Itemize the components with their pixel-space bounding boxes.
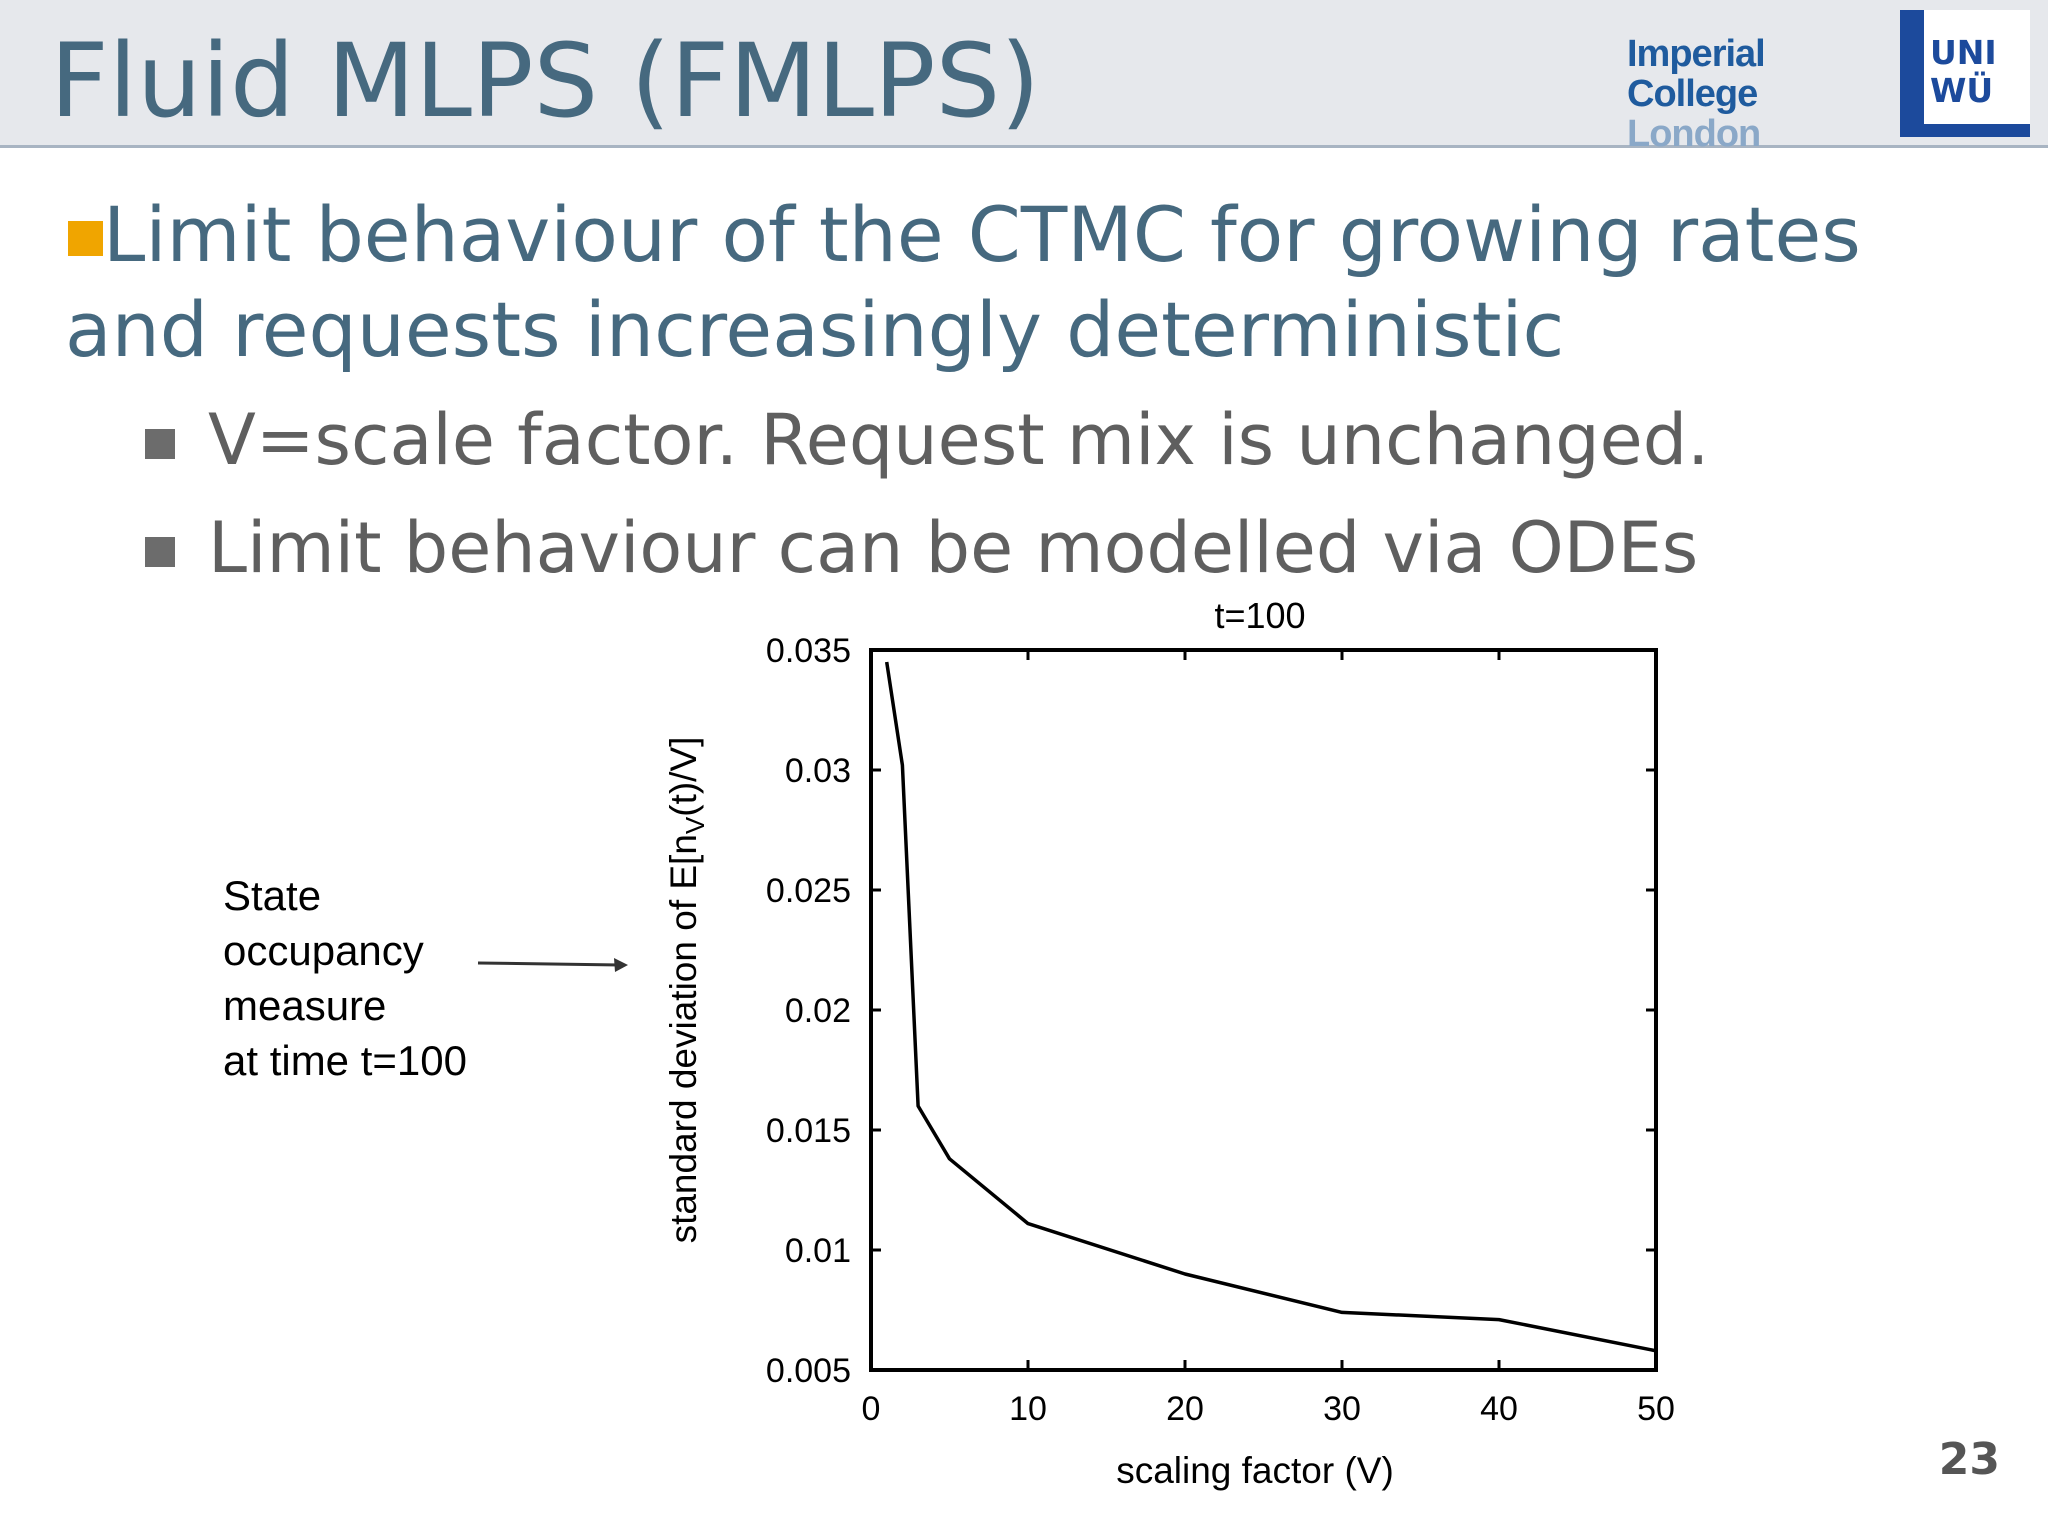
main-bullet-line1: Limit behaviour of the CTMC for growing … — [103, 190, 1861, 279]
page-number: 23 — [1938, 1434, 2000, 1485]
y-tick-label: 0.005 — [766, 1352, 851, 1390]
uni-wuerzburg-logo: UNI WÜ — [1900, 10, 2030, 137]
y-tick-label: 0.01 — [785, 1232, 851, 1270]
imperial-logo-line1: Imperial College — [1627, 33, 1766, 115]
imperial-logo-line2: London — [1627, 113, 1761, 155]
y-tick-label: 0.015 — [766, 1112, 851, 1150]
slide-title: Fluid MLPS (FMLPS) — [50, 22, 1041, 141]
sub-bullet-square-icon — [145, 429, 175, 459]
annotation-text: State occupancy measure at time t=100 — [223, 868, 523, 1088]
x-tick-label: 30 — [1323, 1390, 1361, 1428]
x-tick-label: 40 — [1480, 1390, 1518, 1428]
sub-bullet-2: Limit behaviour can be modelled via ODEs — [208, 507, 1699, 589]
y-axis-label-prefix: standard deviation of E[n — [663, 834, 704, 1243]
main-bullet-line2: and requests increasingly deterministic — [65, 285, 1565, 374]
x-tick-label: 20 — [1166, 1390, 1204, 1428]
y-tick-label: 0.025 — [766, 872, 851, 910]
y-tick-label: 0.035 — [766, 632, 851, 670]
series-line — [884, 661, 1657, 1353]
uni-logo-line1: UNI — [1930, 33, 1997, 72]
y-axis-label: standard deviation of E[nV(t)/V] — [663, 737, 710, 1244]
x-tick-label: 50 — [1637, 1390, 1675, 1428]
header-bar: Fluid MLPS (FMLPS) Imperial College Lond… — [0, 0, 2048, 154]
annotation-line: State — [223, 872, 322, 919]
bullet-square-icon — [68, 221, 103, 256]
x-tick-label: 0 — [862, 1390, 881, 1428]
sub-bullet-square-icon — [145, 537, 175, 567]
uni-logo-line2: WÜ — [1930, 71, 1994, 110]
x-axis-label: scaling factor (V) — [1116, 1450, 1394, 1491]
uni-logo-inner — [1924, 10, 2030, 124]
y-tick-label: 0.02 — [785, 992, 851, 1030]
sub-bullet-1: V=scale factor. Request mix is unchanged… — [208, 399, 1710, 481]
imperial-college-logo: Imperial College London — [1627, 34, 1897, 154]
uni-logo-text: UNI WÜ — [1930, 33, 1997, 110]
y-axis-label-suffix: (t)/V] — [663, 737, 704, 817]
chart-title: t=100 — [1214, 595, 1305, 636]
main-bullet: Limit behaviour of the CTMC for growing … — [65, 187, 2023, 377]
annotation-line: measure — [223, 982, 387, 1029]
annotation-line: occupancy — [223, 927, 424, 974]
annotation-arrow — [477, 958, 628, 972]
x-tick-label: 10 — [1009, 1390, 1047, 1428]
y-axis-label-sub: V — [680, 816, 710, 834]
y-tick-label: 0.03 — [785, 752, 851, 790]
plot-frame — [869, 648, 1658, 1372]
annotation-line: at time t=100 — [223, 1037, 467, 1084]
